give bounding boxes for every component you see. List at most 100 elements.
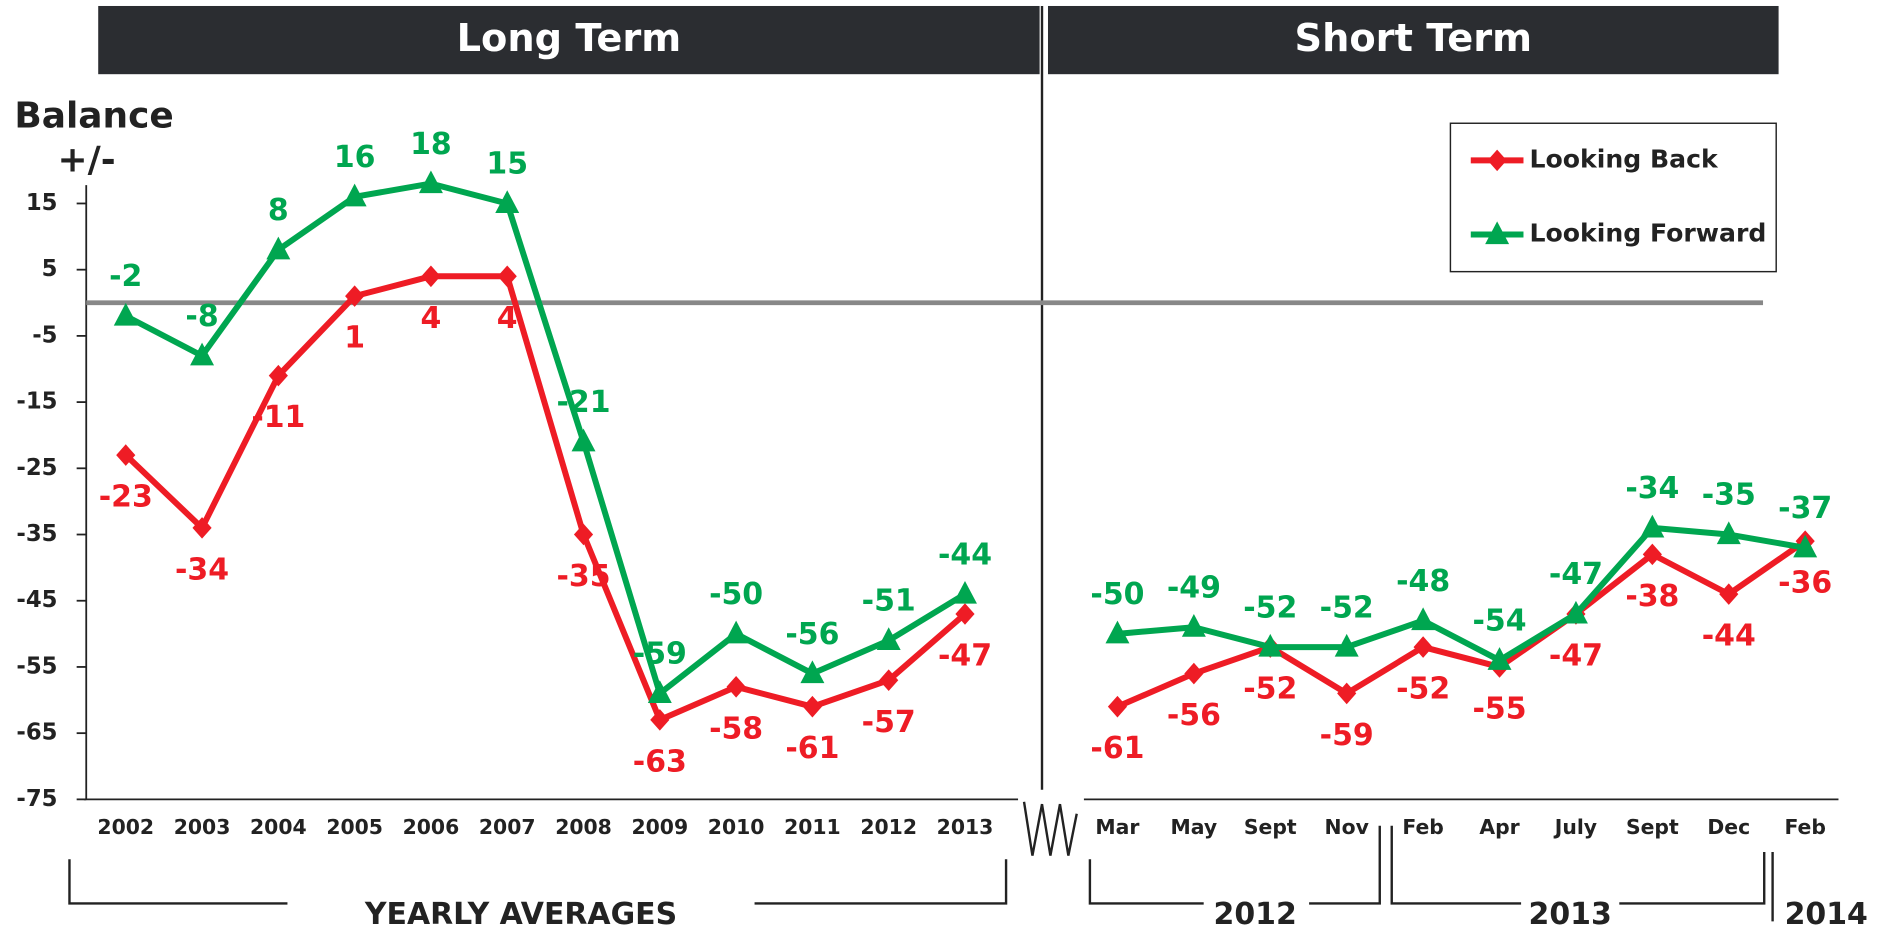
legend-label: Looking Back <box>1529 144 1719 173</box>
marker <box>1793 534 1818 558</box>
marker <box>876 627 901 651</box>
x-tick-label: Feb <box>1784 815 1825 839</box>
marker <box>1411 607 1436 631</box>
data-label: -8 <box>185 299 218 334</box>
marker <box>1337 682 1357 705</box>
marker <box>1334 633 1359 657</box>
data-label: 18 <box>410 127 452 162</box>
data-label: -57 <box>862 705 916 740</box>
y-tick-label: -65 <box>16 720 57 746</box>
data-label: -63 <box>633 745 687 780</box>
data-label: -51 <box>862 584 916 619</box>
marker <box>418 170 443 194</box>
data-label: 15 <box>486 147 528 182</box>
data-label: 1 <box>344 321 365 356</box>
y-tick-label: -15 <box>16 389 57 415</box>
marker <box>650 709 670 731</box>
x-tick-label: July <box>1553 815 1597 839</box>
x-tick-label: 2007 <box>479 815 536 839</box>
marker <box>1485 221 1510 245</box>
y-axis-label: +/- <box>57 140 115 181</box>
data-label: -61 <box>785 731 839 766</box>
y-tick-label: -55 <box>16 653 57 679</box>
marker <box>647 680 672 704</box>
data-label: -47 <box>938 639 992 674</box>
group-label: 2012 <box>1214 897 1297 931</box>
marker <box>190 342 215 366</box>
data-label: -36 <box>1778 566 1832 601</box>
x-tick-label: May <box>1171 815 1218 839</box>
group-label: 2013 <box>1529 897 1612 931</box>
bracket <box>754 859 1008 905</box>
legend-label: Looking Forward <box>1529 219 1766 248</box>
data-label: -38 <box>1625 579 1679 614</box>
bracket <box>1390 825 1522 905</box>
marker <box>800 660 825 684</box>
series-line <box>1117 524 1806 664</box>
y-tick-label: -45 <box>16 587 57 613</box>
data-label: -52 <box>1243 590 1297 625</box>
x-tick-label: 2009 <box>631 815 688 839</box>
data-label: -23 <box>99 480 153 515</box>
y-tick-label: -5 <box>32 322 57 348</box>
data-label: -2 <box>109 259 142 294</box>
marker <box>495 190 520 214</box>
data-label: -35 <box>1702 478 1756 513</box>
x-tick-label: 2010 <box>708 815 765 839</box>
data-label: -49 <box>1167 570 1221 605</box>
marker <box>1640 514 1665 538</box>
data-label: -44 <box>938 537 992 572</box>
marker <box>497 265 517 288</box>
marker <box>342 183 367 207</box>
y-tick-label: 15 <box>26 190 58 216</box>
data-label: -35 <box>556 559 610 594</box>
y-axis-label: Balance <box>14 95 173 136</box>
x-tick-label: 2011 <box>784 815 841 839</box>
marker <box>1487 149 1507 172</box>
series-line <box>1116 538 1807 710</box>
y-tick-label: 5 <box>42 256 58 282</box>
x-tick-label: Sept <box>1626 815 1679 839</box>
panel-header <box>98 5 1040 75</box>
marker <box>726 676 746 698</box>
y-tick-label: -25 <box>16 455 57 481</box>
x-tick-label: 2005 <box>326 815 383 839</box>
data-label: -44 <box>1702 619 1756 654</box>
marker <box>573 523 594 546</box>
data-label: -54 <box>1472 604 1526 639</box>
marker <box>421 265 441 288</box>
data-label: -34 <box>175 552 229 587</box>
bracket <box>1309 825 1381 905</box>
x-tick-label: 2006 <box>403 815 460 839</box>
marker <box>1719 583 1739 605</box>
x-tick-label: 2004 <box>250 815 307 839</box>
marker <box>953 580 977 604</box>
data-label: -21 <box>556 385 610 420</box>
data-label: -47 <box>1549 639 1603 674</box>
legend <box>1449 122 1777 273</box>
data-label: -56 <box>1167 698 1221 733</box>
data-label: -37 <box>1778 491 1832 526</box>
marker <box>1105 620 1130 644</box>
marker <box>879 669 899 691</box>
data-label: -48 <box>1396 564 1450 599</box>
marker <box>571 428 596 452</box>
data-label: -50 <box>1090 577 1144 612</box>
x-tick-label: Feb <box>1402 815 1443 839</box>
bracket <box>68 859 288 905</box>
data-label: -58 <box>709 711 763 746</box>
marker <box>1716 521 1741 545</box>
panel-header <box>1047 5 1779 75</box>
x-tick-label: 2003 <box>174 815 231 839</box>
marker <box>1184 662 1204 685</box>
data-label: -55 <box>1472 692 1526 727</box>
y-tick-label: -35 <box>16 521 57 547</box>
data-label: -47 <box>1549 557 1603 592</box>
data-label: -61 <box>1090 731 1144 766</box>
marker <box>1258 633 1283 657</box>
series-line <box>124 180 967 697</box>
y-tick-label: -75 <box>16 786 57 812</box>
marker <box>1107 695 1128 718</box>
data-label: 16 <box>334 140 376 175</box>
